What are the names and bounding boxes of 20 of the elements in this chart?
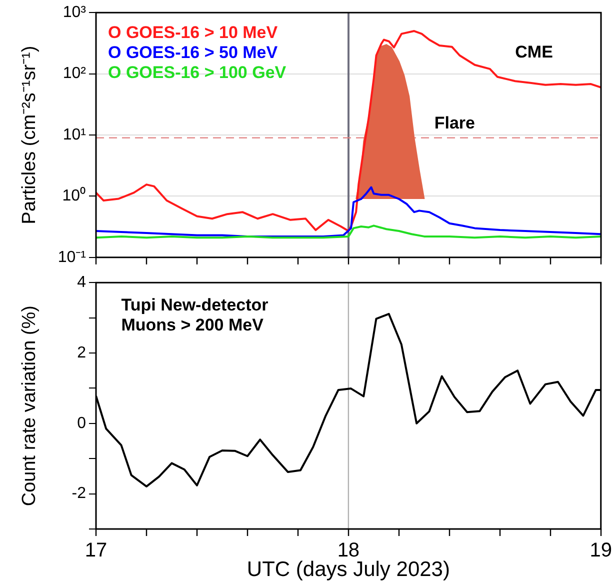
y-tick-label: 10¹: [62, 126, 86, 144]
y-tick-label: 10²: [62, 65, 87, 82]
x-tick-label: 17: [84, 540, 108, 562]
annotation: CME: [515, 42, 553, 62]
text: O GOES-16 > 10 MeV: [108, 22, 278, 42]
text: O GOES-16 > 50 MeV: [108, 42, 278, 62]
annotation: Muons > 200 MeV: [121, 315, 264, 334]
y-axis-title: Count rate variation (%): [19, 305, 40, 506]
y-tick-label: 10³: [62, 4, 87, 22]
annotation: Tupi New-detector: [121, 296, 269, 315]
annotation: Flare: [434, 114, 475, 133]
text: O GOES-16 > 100 GeV: [108, 62, 287, 82]
y-tick-label: 0: [77, 414, 86, 432]
y-tick-label: 10⁻¹: [58, 248, 86, 266]
y-axis-title: Particles (cm⁻²s⁻¹sr⁻¹): [19, 46, 40, 224]
y-tick-label: 10⁰: [62, 186, 86, 205]
x-tick-label: 19: [590, 540, 612, 562]
y-tick-label: 4: [77, 274, 86, 292]
y-tick-label: 2: [77, 344, 86, 362]
y-tick-label: -2: [72, 485, 86, 502]
